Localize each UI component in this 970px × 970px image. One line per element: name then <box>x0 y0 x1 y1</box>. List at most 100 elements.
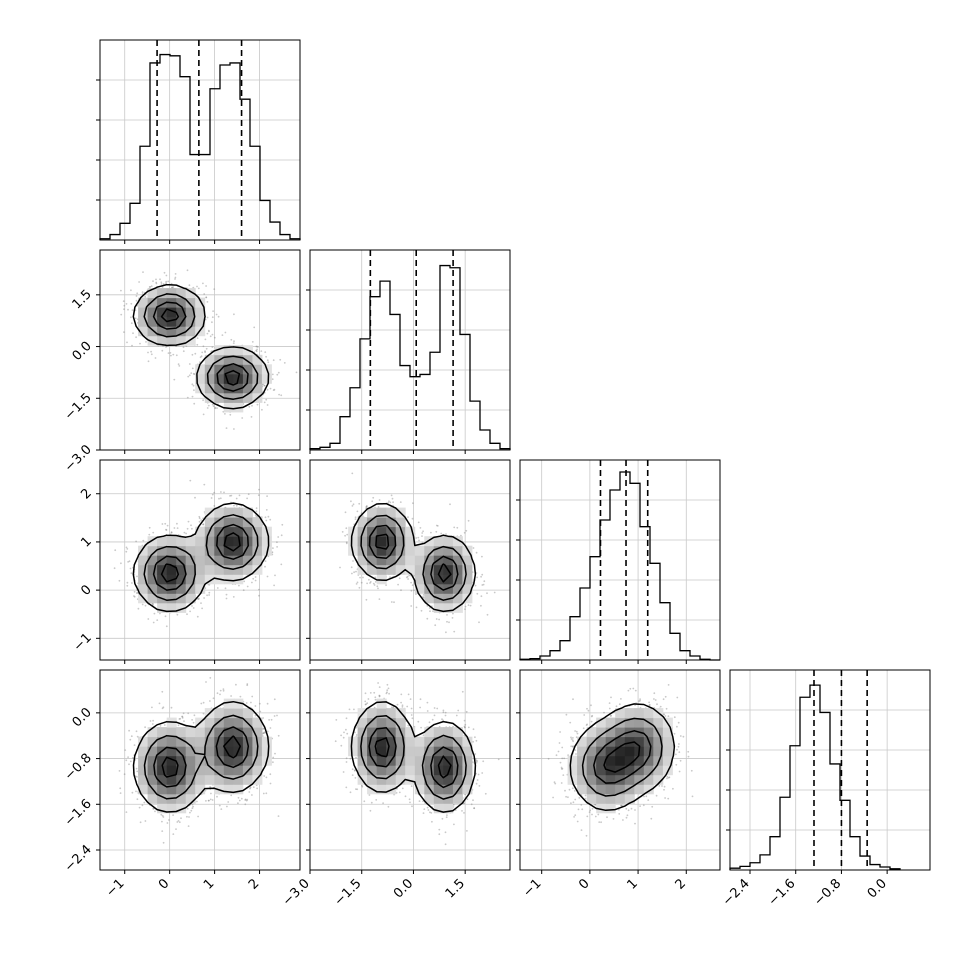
y-tick-label: 2 <box>78 486 94 502</box>
scatter-point <box>225 597 228 600</box>
density-contour <box>143 514 259 601</box>
density-cell <box>185 545 196 556</box>
density-contour <box>152 523 249 591</box>
density-cell <box>214 536 225 547</box>
scatter-point <box>295 371 298 374</box>
density-cell <box>166 564 177 575</box>
scatter-point <box>247 493 250 496</box>
scatter-point <box>264 351 267 353</box>
density-contour <box>160 308 241 386</box>
density-cell <box>138 574 149 585</box>
histogram-panel-2 <box>516 459 721 664</box>
scatter-point <box>186 396 189 399</box>
scatter-point <box>170 354 172 357</box>
density-cell <box>195 307 206 318</box>
scatter-point <box>266 404 269 406</box>
density-cell <box>204 383 215 394</box>
scatter-point <box>203 293 206 295</box>
scatter-point <box>233 428 235 430</box>
scatter-point <box>419 527 422 529</box>
density-cell <box>166 555 177 566</box>
scatter-point <box>188 284 191 287</box>
scatter-point <box>150 353 153 356</box>
panel-content <box>118 677 280 844</box>
scatter-point <box>283 362 286 364</box>
density-cell <box>138 545 149 556</box>
scatter-point <box>411 517 414 520</box>
scatter-point <box>130 322 133 325</box>
density-cell <box>462 574 473 585</box>
density-cell <box>223 364 234 375</box>
scatter-point <box>208 594 211 596</box>
scatter-point <box>272 547 274 549</box>
scatter-point <box>476 576 478 579</box>
density-cell <box>433 583 444 594</box>
density-cell <box>405 526 416 537</box>
density-cell <box>414 555 425 566</box>
scatter-point <box>144 820 147 822</box>
density-cell <box>166 288 177 299</box>
scatter-point <box>429 610 431 613</box>
scatter-point <box>362 515 364 518</box>
scatter-point <box>147 360 150 363</box>
density-contour <box>375 533 452 583</box>
scatter-point <box>276 546 278 548</box>
density-cell <box>357 536 368 547</box>
scatter-point <box>232 342 235 344</box>
density-cell <box>405 536 416 547</box>
scatter-point <box>129 567 132 570</box>
density-cell <box>376 574 387 585</box>
scatter-point <box>232 596 235 598</box>
scatter-point <box>130 302 133 305</box>
scatter-point <box>219 689 222 692</box>
panel-content <box>120 269 298 430</box>
scatter-point <box>175 828 177 830</box>
scatter-point <box>148 526 151 529</box>
scatter-point <box>197 287 200 290</box>
scatter-point <box>133 595 135 597</box>
scatter-point <box>415 537 418 539</box>
density-cell <box>147 593 158 604</box>
scatter-point <box>205 285 208 287</box>
density-cell <box>395 517 406 528</box>
scatter-point <box>255 345 258 348</box>
scatter-point <box>144 295 147 298</box>
scatter-point <box>206 316 209 319</box>
density-cell <box>414 574 425 585</box>
density-cell <box>386 555 397 566</box>
density-cell <box>242 555 253 566</box>
scatter-point <box>194 352 197 355</box>
density-cell <box>357 517 368 528</box>
density-cell <box>176 297 187 308</box>
scatter-point <box>376 585 379 588</box>
scatter-point <box>255 350 258 353</box>
scatter-point <box>435 524 438 527</box>
density-cell <box>195 364 206 375</box>
scatter-point <box>163 271 166 274</box>
scatter-panel-1-0: −3.0−1.50.01.5 <box>62 249 301 475</box>
scatter-point <box>448 621 450 624</box>
scatter-point <box>410 589 413 592</box>
scatter-point <box>187 375 190 378</box>
scatter-point <box>388 500 390 503</box>
density-cell <box>452 593 463 604</box>
density-cell <box>157 288 168 299</box>
density-cell <box>214 364 225 375</box>
scatter-point <box>173 527 176 529</box>
scatter-point <box>480 604 482 607</box>
density-cell <box>223 536 234 547</box>
histogram-step-line <box>309 264 511 450</box>
density-cell <box>348 536 359 547</box>
density-cell <box>157 326 168 337</box>
density-cell <box>195 536 206 547</box>
density-cell <box>204 536 215 547</box>
density-cell <box>376 564 387 575</box>
scatter-point <box>200 355 203 358</box>
scatter-point <box>153 612 156 615</box>
density-cell <box>157 316 168 327</box>
scatter-point <box>267 515 270 518</box>
scatter-point <box>167 280 170 283</box>
scatter-point <box>207 404 210 407</box>
scatter-point <box>142 539 145 542</box>
scatter-point <box>131 309 134 311</box>
